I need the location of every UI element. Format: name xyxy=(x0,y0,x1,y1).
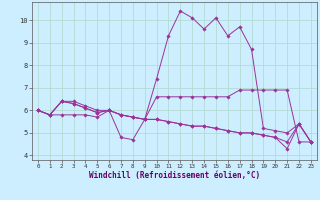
X-axis label: Windchill (Refroidissement éolien,°C): Windchill (Refroidissement éolien,°C) xyxy=(89,171,260,180)
